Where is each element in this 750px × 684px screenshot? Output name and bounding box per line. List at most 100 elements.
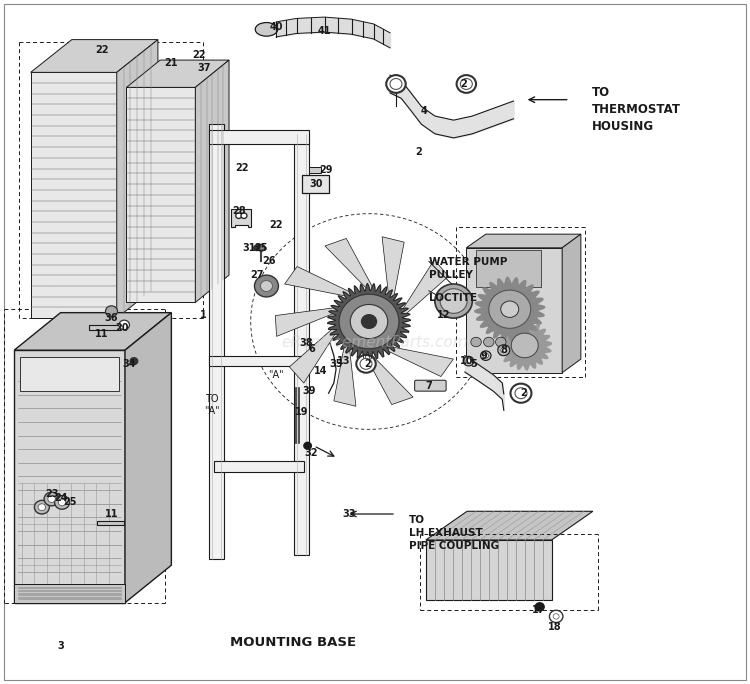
Circle shape — [34, 501, 50, 514]
Circle shape — [48, 496, 56, 503]
Polygon shape — [31, 40, 158, 73]
Text: 2: 2 — [415, 147, 422, 157]
Circle shape — [55, 496, 70, 510]
Text: TO
THERMOSTAT
HOUSING: TO THERMOSTAT HOUSING — [592, 86, 681, 133]
Circle shape — [339, 294, 399, 349]
Polygon shape — [498, 321, 551, 370]
Polygon shape — [125, 313, 172, 603]
Polygon shape — [290, 321, 340, 383]
Polygon shape — [127, 60, 229, 88]
Text: 36: 36 — [105, 313, 118, 323]
Polygon shape — [360, 346, 413, 404]
Circle shape — [536, 603, 544, 611]
Circle shape — [496, 337, 506, 347]
Circle shape — [304, 443, 311, 449]
Text: 5: 5 — [470, 359, 477, 369]
Polygon shape — [97, 521, 124, 525]
Text: 8: 8 — [500, 345, 507, 355]
Circle shape — [457, 75, 476, 93]
Circle shape — [460, 79, 472, 90]
Circle shape — [511, 384, 532, 403]
Circle shape — [254, 275, 278, 297]
Polygon shape — [426, 540, 552, 600]
Text: 27: 27 — [250, 270, 263, 280]
Text: 28: 28 — [232, 206, 245, 216]
Text: TO
"A": TO "A" — [204, 393, 220, 416]
Polygon shape — [89, 325, 121, 330]
Text: 35: 35 — [329, 359, 343, 369]
Polygon shape — [31, 73, 117, 318]
Polygon shape — [127, 88, 195, 302]
Text: 31*: 31* — [242, 243, 261, 253]
Text: 32: 32 — [304, 447, 318, 458]
Circle shape — [464, 356, 474, 366]
Text: MOUNTING BASE: MOUNTING BASE — [230, 636, 356, 649]
Text: LOCTITE: LOCTITE — [429, 293, 477, 302]
Polygon shape — [382, 237, 404, 306]
Polygon shape — [14, 313, 172, 350]
Text: 40: 40 — [269, 22, 283, 31]
Text: 17: 17 — [532, 605, 545, 615]
Text: WATER PUMP
PULLEY: WATER PUMP PULLEY — [429, 256, 507, 280]
Text: 33: 33 — [342, 509, 355, 519]
Circle shape — [362, 315, 376, 328]
Text: 34: 34 — [123, 359, 136, 369]
Text: 4: 4 — [420, 106, 427, 116]
Polygon shape — [231, 209, 251, 227]
Circle shape — [471, 337, 482, 347]
Polygon shape — [398, 260, 448, 321]
Circle shape — [484, 337, 494, 347]
Ellipse shape — [255, 23, 278, 36]
Polygon shape — [476, 250, 542, 287]
Polygon shape — [209, 356, 309, 366]
Polygon shape — [14, 350, 125, 603]
Circle shape — [483, 353, 488, 358]
Polygon shape — [195, 60, 229, 302]
Text: 12: 12 — [437, 310, 451, 319]
Circle shape — [498, 345, 510, 356]
Polygon shape — [20, 357, 119, 391]
Circle shape — [386, 75, 406, 93]
Polygon shape — [334, 337, 356, 406]
Circle shape — [515, 388, 527, 399]
Circle shape — [241, 213, 247, 218]
Polygon shape — [466, 248, 562, 373]
Text: 3: 3 — [57, 641, 64, 650]
Circle shape — [356, 355, 376, 373]
Polygon shape — [294, 134, 309, 555]
Circle shape — [489, 290, 531, 328]
Circle shape — [260, 280, 272, 291]
Text: 2: 2 — [460, 79, 466, 89]
Text: 10: 10 — [460, 356, 473, 366]
Text: 11: 11 — [105, 509, 118, 519]
Circle shape — [550, 610, 563, 622]
Text: 21: 21 — [165, 59, 178, 68]
Polygon shape — [309, 167, 321, 173]
Polygon shape — [285, 267, 360, 298]
Text: 37: 37 — [197, 63, 211, 73]
Text: 1: 1 — [200, 310, 206, 319]
Text: TO
LH EXHAUST
PIPE COUPLING: TO LH EXHAUST PIPE COUPLING — [409, 515, 499, 551]
Polygon shape — [325, 239, 378, 297]
FancyBboxPatch shape — [415, 380, 446, 391]
Text: 25: 25 — [254, 243, 268, 253]
Polygon shape — [378, 345, 454, 377]
Polygon shape — [302, 174, 328, 193]
Polygon shape — [117, 40, 158, 318]
Circle shape — [481, 351, 491, 360]
Polygon shape — [214, 462, 304, 472]
Polygon shape — [275, 306, 346, 337]
Circle shape — [440, 289, 467, 313]
Text: 9: 9 — [480, 351, 487, 360]
Text: 25: 25 — [63, 497, 76, 508]
Polygon shape — [475, 277, 544, 341]
Circle shape — [236, 213, 242, 218]
Text: 22: 22 — [269, 220, 283, 230]
Text: eReplacementParts.com: eReplacementParts.com — [282, 334, 468, 350]
Polygon shape — [14, 583, 125, 603]
Text: 22: 22 — [235, 163, 248, 173]
Text: 22: 22 — [192, 51, 206, 60]
Text: 24: 24 — [54, 492, 68, 503]
Polygon shape — [562, 234, 580, 373]
Text: 14: 14 — [314, 366, 328, 376]
